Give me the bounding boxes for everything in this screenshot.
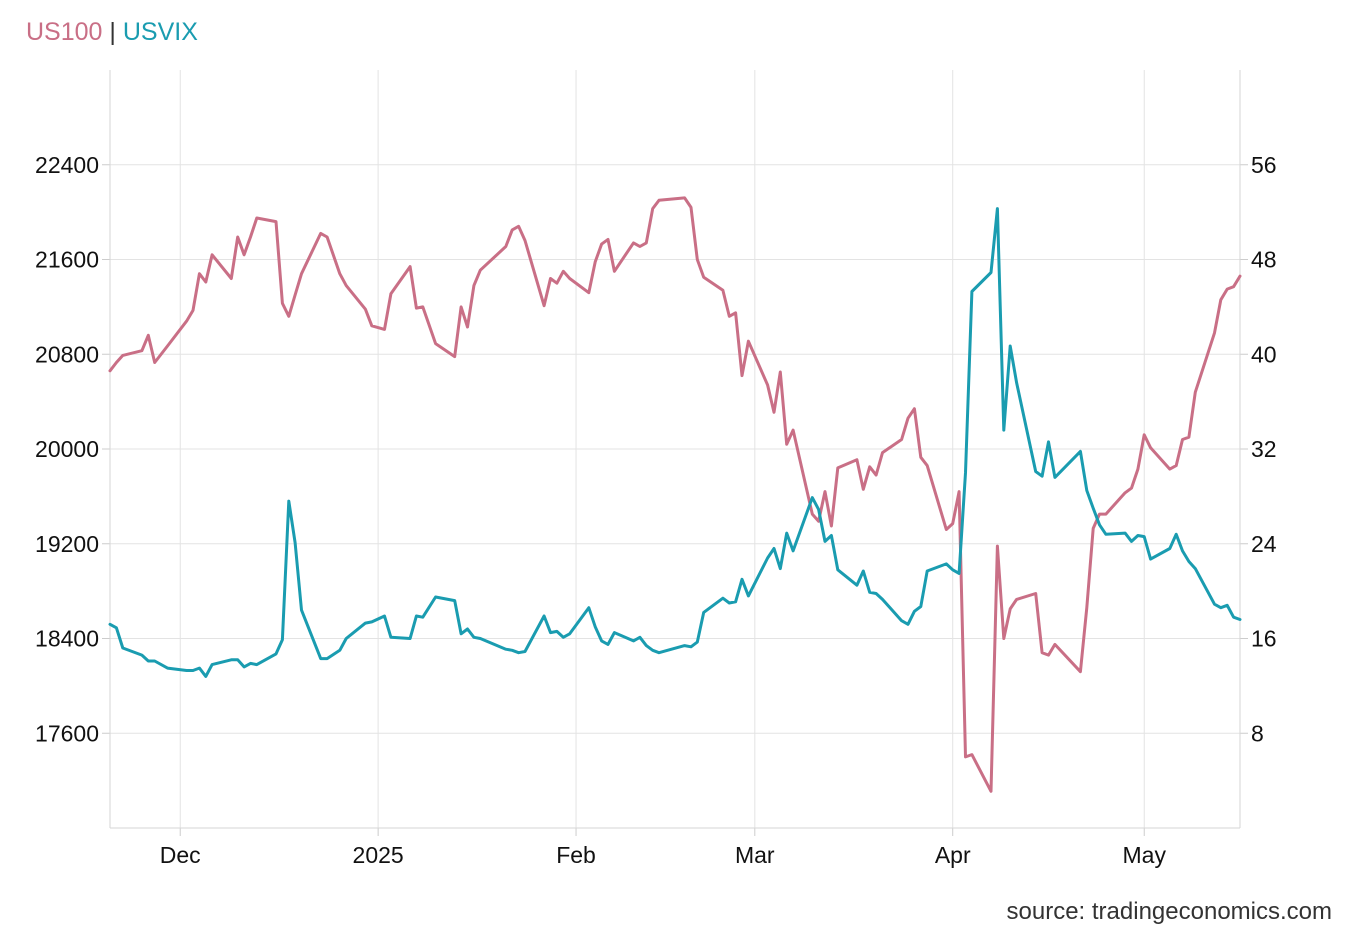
left-axis-tick-label: 20000 (35, 436, 99, 462)
left-axis-tick-label: 22400 (35, 152, 99, 178)
left-axis-tick-label: 20800 (35, 341, 99, 367)
right-axis-tick-label: 8 (1251, 720, 1264, 746)
x-axis-tick-label: Feb (556, 842, 596, 868)
left-axis-tick-label: 19200 (35, 531, 99, 557)
right-axis-tick-label: 56 (1251, 152, 1277, 178)
legend-usvix: USVIX (122, 18, 198, 46)
x-axis-tick-label: 2025 (353, 842, 404, 868)
legend-separator: | (109, 18, 116, 46)
right-axis-tick-label: 32 (1251, 436, 1277, 462)
left-axis-tick-label: 21600 (35, 247, 99, 273)
left-axis-tick-label: 17600 (35, 720, 99, 746)
x-axis-tick-label: Mar (735, 842, 775, 868)
x-axis-tick-label: Dec (160, 842, 201, 868)
right-axis-tick-label: 24 (1251, 531, 1277, 557)
right-axis-tick-label: 16 (1251, 626, 1277, 652)
legend-us100: US100 (26, 18, 103, 46)
series-line-usvix (108, 207, 1242, 678)
source-credit: source: tradingeconomics.com (1006, 898, 1332, 925)
chart-title: US100 | USVIX (26, 18, 198, 47)
series-line-us100 (108, 196, 1242, 793)
x-axis-tick-label: Apr (935, 842, 971, 868)
right-axis-tick-label: 40 (1251, 341, 1277, 367)
right-axis-tick-label: 48 (1251, 247, 1277, 273)
x-axis-tick-label: May (1123, 842, 1167, 868)
left-axis-tick-label: 18400 (35, 626, 99, 652)
